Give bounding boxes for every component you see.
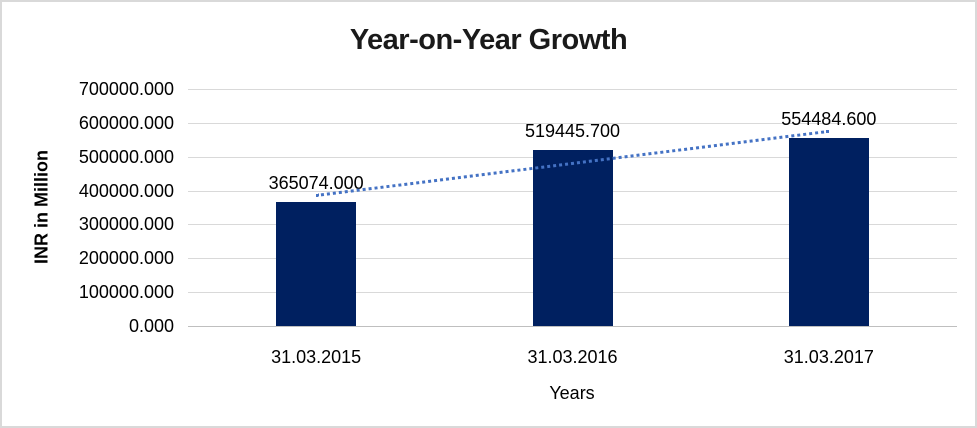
x-tick-label: 31.03.2016: [527, 347, 618, 367]
bar: [532, 150, 613, 326]
y-tick-label: 500000.000: [78, 146, 174, 167]
y-tick-label: 100000.000: [78, 282, 174, 303]
x-tick-label: 31.03.2015: [271, 347, 362, 367]
y-tick-label: 400000.000: [78, 180, 174, 201]
gridline: [188, 326, 957, 327]
y-tick-label: 300000.000: [78, 214, 174, 235]
bar-value-label: 365074.000: [268, 173, 364, 194]
y-tick-label: 700000.000: [78, 79, 174, 99]
bar: [788, 138, 869, 326]
bar-value-label: 554484.600: [781, 109, 877, 130]
gridline: [188, 89, 957, 90]
bar: [276, 202, 357, 326]
chart-title: Year-on-Year Growth: [349, 24, 628, 56]
y-axis-title: INR in Million: [31, 150, 52, 264]
y-tick-label: 200000.000: [78, 248, 174, 269]
y-tick-label: 600000.000: [78, 112, 174, 133]
gridline: [188, 122, 957, 124]
x-axis-title: Years: [549, 383, 595, 403]
bar-value-label: 519445.700: [524, 121, 621, 142]
y-tick-label: 0.000: [128, 316, 174, 336]
x-tick-label: 31.03.2017: [783, 347, 874, 367]
